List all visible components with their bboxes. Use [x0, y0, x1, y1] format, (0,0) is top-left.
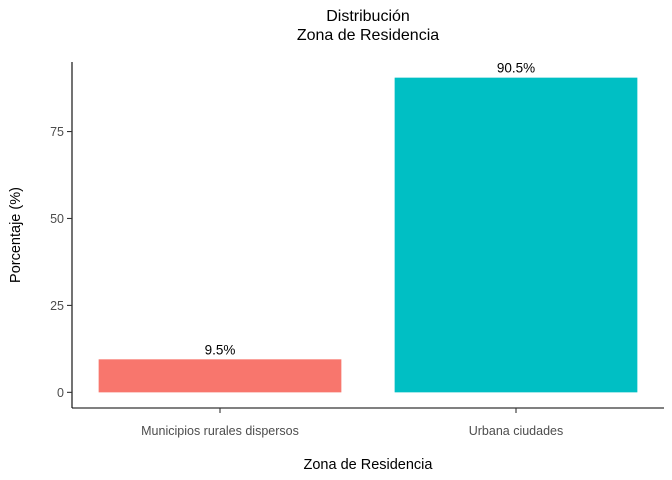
y-tick-label-50: 50 [50, 212, 64, 226]
y-tick-label-75: 75 [50, 125, 64, 139]
bar-1 [98, 359, 342, 393]
bar-2 [394, 77, 638, 393]
x-tick-label-2: Urbana ciudades [469, 424, 564, 438]
y-axis-title: Porcentaje (%) [8, 187, 24, 283]
chart-subtitle: Zona de Residencia [297, 27, 439, 44]
y-tick-label-25: 25 [50, 299, 64, 313]
x-tick-label-1: Municipios rurales dispersos [141, 424, 299, 438]
chart-title: Distribución [326, 8, 410, 25]
data-label-2: 90.5% [497, 61, 535, 76]
plot-area: 9.5% 90.5% [98, 61, 638, 393]
x-axis-title: Zona de Residencia [304, 457, 434, 473]
data-label-1: 9.5% [205, 342, 236, 357]
y-tick-label-0: 0 [57, 386, 64, 400]
